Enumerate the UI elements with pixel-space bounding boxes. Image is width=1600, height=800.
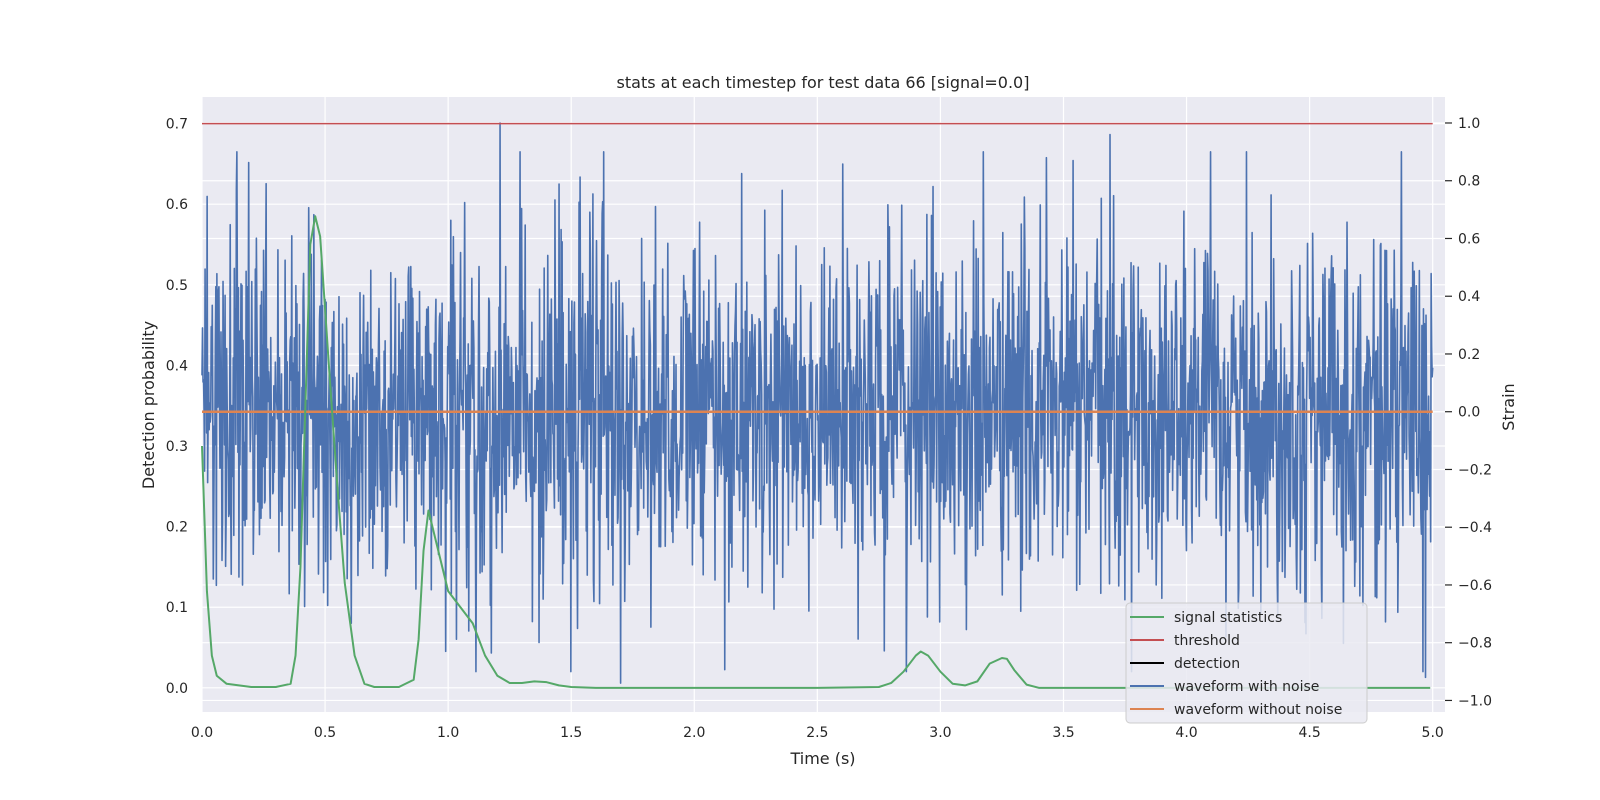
y-left-tick-label: 0.0 [166,681,188,697]
x-axis-ticks: 0.0 0.5 1.0 1.5 2.0 2.5 3.0 3.5 4.0 4.5 5.0 [191,725,1444,741]
y-right-tick-label: −0.2 [1458,462,1492,478]
legend-label-waveform-without-noise: waveform without noise [1174,702,1342,718]
y-right-tick-label: −0.6 [1458,578,1492,594]
y-right-tick-label: −0.8 [1458,636,1492,652]
y-axis-right-ticks: −1.0 −0.8 −0.6 −0.4 −0.2 0.0 0.2 0.4 0.6 0.8 1.0 [1445,116,1492,709]
y-axis-right-label: Strain [1499,383,1518,430]
x-tick-label: 1.0 [437,725,459,741]
legend: signal statistics threshold detection wa… [1125,602,1368,724]
y-left-tick-label: 0.5 [166,278,188,294]
x-tick-label: 1.5 [560,725,582,741]
x-tick-label: 5.0 [1422,725,1444,741]
legend-box [1125,602,1368,724]
series-signal-statistics [201,215,1431,689]
x-tick-label: 0.5 [314,725,336,741]
y-axis-left-label: Detection probability [139,321,158,489]
y-right-tick-label: −1.0 [1458,693,1492,709]
chart-title: stats at each timestep for test data 66 … [617,73,1030,92]
x-tick-label: 4.5 [1298,725,1320,741]
x-axis-label: Time (s) [789,749,855,768]
series-waveform-with-noise [201,122,1434,684]
y-right-tick-label: 0.2 [1458,347,1480,363]
y-right-tick-label: 0.8 [1458,174,1480,190]
y-right-tick-label: 0.0 [1458,405,1480,421]
y-right-tick-label: 1.0 [1458,116,1480,132]
y-right-tick-label: −0.4 [1458,520,1492,536]
x-tick-label: 3.5 [1052,725,1074,741]
y-left-tick-label: 0.3 [166,439,188,455]
legend-label-threshold: threshold [1174,633,1240,649]
x-tick-label: 3.0 [929,725,951,741]
legend-label-signal-statistics: signal statistics [1174,610,1282,626]
legend-label-detection: detection [1174,656,1240,672]
y-axis-left-ticks: 0.0 0.1 0.2 0.3 0.4 0.5 0.6 0.7 [166,117,188,697]
x-tick-label: 4.0 [1175,725,1197,741]
y-left-tick-label: 0.6 [166,197,188,213]
x-tick-label: 2.0 [683,725,705,741]
y-right-tick-label: 0.4 [1458,289,1480,305]
x-tick-label: 2.5 [806,725,828,741]
y-left-tick-label: 0.4 [166,358,188,374]
y-left-tick-label: 0.2 [166,520,188,536]
y-left-tick-label: 0.1 [166,600,188,616]
x-tick-label: 0.0 [191,725,213,741]
y-right-tick-label: 0.6 [1458,231,1480,247]
series-layer [201,122,1434,689]
y-left-tick-label: 0.7 [166,117,188,133]
legend-label-waveform-with-noise: waveform with noise [1174,679,1319,695]
